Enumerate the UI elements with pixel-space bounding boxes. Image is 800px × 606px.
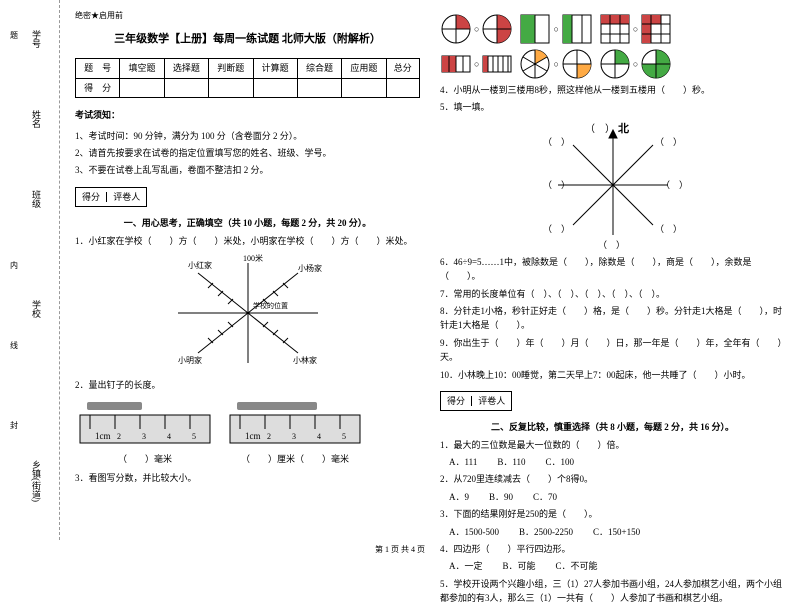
q8: 8．分针走1小格，秒针正好走（ ）格，是（ ）秒。分针走1大格是（ ），时针走1…: [440, 304, 785, 333]
notice-3: 3、不要在试卷上乱写乱画，卷面不整洁扣 2 分。: [75, 163, 420, 177]
notice-title: 考试须知：: [75, 108, 420, 122]
th-6: 应用题: [342, 59, 386, 78]
q2: 2．量出钉子的长度。: [75, 378, 420, 392]
score-table: 题 号 填空题 选择题 判断题 计算题 综合题 应用题 总分 得 分: [75, 58, 420, 98]
q10: 10．小林晚上10：00睡觉，第二天早上7：00起床，他一共睡了（ ）小时。: [440, 368, 785, 382]
svg-text:5: 5: [192, 432, 196, 441]
svg-text:3: 3: [142, 432, 146, 441]
svg-text:（ ）: （ ）: [543, 224, 570, 234]
svg-text:4: 4: [317, 432, 321, 441]
ruler-1-answer: （ ）毫米: [75, 452, 215, 466]
sidebar-label-class: 班级: [30, 190, 43, 208]
binding-sidebar: 学号 姓名 班级 学校 乡镇(街道) 题 内 线 封: [0, 0, 60, 540]
s2q1-opts: A．111 B．110 C．100: [449, 455, 785, 469]
svg-text:1cm: 1cm: [245, 431, 261, 441]
svg-text:（ ）: （ ）: [598, 240, 625, 250]
ruler-2: 1cm 2 3 4 5: [225, 397, 365, 447]
sidebar-label-id: 学号: [30, 30, 43, 48]
svg-text:学校的位置: 学校的位置: [253, 301, 288, 310]
th-1: 填空题: [120, 59, 164, 78]
s2q3-opts: A．1500-500 B．2500-2250 C．150+150: [449, 525, 785, 539]
svg-text:1cm: 1cm: [95, 431, 111, 441]
right-column: ○ ○ ○ ○: [430, 10, 795, 530]
secrecy-note: 绝密★启用前: [75, 10, 420, 23]
mark-3: 线: [10, 340, 18, 351]
mark-2: 内: [10, 260, 18, 271]
s2q4: 4．四边形（ ）平行四边形。: [440, 542, 785, 556]
svg-text:（ ）: （ ）: [543, 137, 570, 147]
s2q3: 3．下面的结果刚好是250的是（ ）。: [440, 507, 785, 521]
section-1-title: 一、用心思考，正确填空（共 10 小题，每题 2 分，共 20 分）。: [75, 216, 420, 230]
ruler-row: 1cm 2345 （ ）毫米 1cm 2345 （: [75, 397, 420, 466]
svg-text:（ ）: （ ）: [655, 137, 682, 147]
svg-text:小红家: 小红家: [188, 260, 212, 270]
notice-2: 2、请首先按要求在试卷的指定位置填写您的姓名、班级、学号。: [75, 146, 420, 160]
section-2-title: 二、反复比较，慎重选择（共 8 小题，每题 2 分，共 16 分）。: [440, 420, 785, 434]
score-box-2: 得分 评卷人: [440, 391, 512, 411]
s2q4-opts: A．一定 B．可能 C．不可能: [449, 559, 785, 573]
td-score: 得 分: [76, 78, 120, 97]
q3: 3．看图写分数，并比较大小。: [75, 471, 420, 485]
fraction-shapes-row-2: ○ ○ ○: [440, 48, 785, 80]
svg-text:100米: 100米: [243, 253, 263, 263]
q1: 1．小红家在学校（ ）方（ ）米处，小明家在学校（ ）方（ ）米处。: [75, 234, 420, 248]
q5: 5．填一填。: [440, 100, 785, 114]
mark-4: 封: [10, 420, 18, 431]
s2q1: 1．最大的三位数是最大一位数的（ ）倍。: [440, 438, 785, 452]
q9: 9．你出生于（ ）年（ ）月（ ）日，那一年是（ ）年，全年有（ ）天。: [440, 336, 785, 365]
svg-text:2: 2: [267, 432, 271, 441]
svg-text:3: 3: [292, 432, 296, 441]
sidebar-label-name: 姓名: [30, 110, 43, 128]
th-7: 总分: [386, 59, 419, 78]
score-box-1: 得分 评卷人: [75, 187, 147, 207]
svg-text:2: 2: [117, 432, 121, 441]
notice-1: 1、考试时间：90 分钟，满分为 100 分（含卷面分 2 分）。: [75, 129, 420, 143]
th-2: 选择题: [164, 59, 208, 78]
svg-text:（ ）: （ ）: [585, 123, 615, 135]
q7: 7．常用的长度单位有（ ）、（ ）、（ ）、（ ）、（ ）。: [440, 287, 785, 301]
th-num: 题 号: [76, 59, 120, 78]
notice-list: 1、考试时间：90 分钟，满分为 100 分（含卷面分 2 分）。 2、请首先按…: [75, 129, 420, 178]
fraction-shapes-row-1: ○ ○ ○: [440, 13, 785, 45]
s2q2: 2．从720里连续减去（ ）个8得0。: [440, 472, 785, 486]
ruler-2-answer: （ ）厘米（ ）毫米: [225, 452, 365, 466]
svg-text:小杨家: 小杨家: [298, 263, 322, 273]
svg-text:（ ）: （ ）: [543, 180, 570, 190]
sidebar-label-town: 乡镇(街道): [30, 460, 43, 502]
svg-text:（ ）: （ ）: [661, 180, 683, 190]
th-4: 计算题: [253, 59, 297, 78]
ruler-1: 1cm 2 3 4 5: [75, 397, 215, 447]
q6: 6．46÷9=5……1中，被除数是（ ），除数是（ ），商是（ ），余数是（ ）…: [440, 255, 785, 284]
s2q5: 5．学校开设两个兴趣小组，三（1）27人参加书画小组，24人参加棋艺小组，两个小…: [440, 577, 785, 606]
compass-diagram-1: 小红家 小杨家 小林家 小明家 学校的位置 100米: [158, 253, 338, 373]
s2q2-opts: A．9 B．90 C．70: [449, 490, 785, 504]
compass-diagram-2: （ ） 北 （ ） （ ） （ ） （ ） （ ） （ ） （ ）: [543, 120, 683, 250]
th-5: 综合题: [297, 59, 341, 78]
q4: 4．小明从一楼到三楼用8秒，照这样他从一楼到五楼用（ ）秒。: [440, 83, 785, 97]
mark-1: 题: [10, 30, 18, 41]
exam-title: 三年级数学【上册】每周一练试题 北师大版（附解析）: [75, 31, 420, 49]
left-column: 绝密★启用前 三年级数学【上册】每周一练试题 北师大版（附解析） 题 号 填空题…: [65, 10, 430, 530]
svg-text:北: 北: [618, 121, 629, 135]
svg-text:5: 5: [342, 432, 346, 441]
svg-text:小明家: 小明家: [178, 355, 202, 365]
sidebar-label-school: 学校: [30, 300, 43, 318]
svg-text:4: 4: [167, 432, 171, 441]
th-3: 判断题: [209, 59, 253, 78]
svg-text:（ ）: （ ）: [655, 224, 682, 234]
svg-text:小林家: 小林家: [293, 355, 317, 365]
